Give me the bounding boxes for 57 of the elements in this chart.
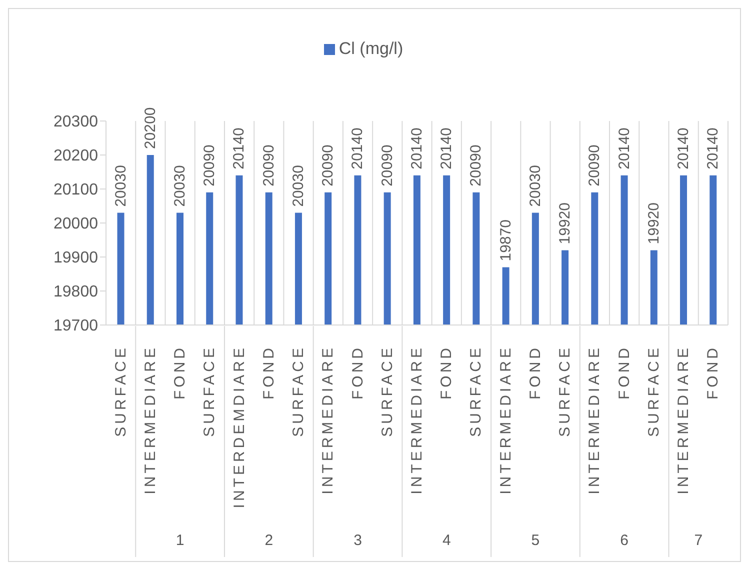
x-tick-label: FOND: [172, 345, 189, 400]
y-tick-label: 19800: [54, 284, 98, 301]
text: 2: [264, 532, 274, 549]
text: 7: [694, 532, 703, 549]
data-label: 20140: [349, 128, 366, 170]
text: 3: [354, 532, 362, 549]
x-tick-label: FOND: [704, 345, 722, 400]
data-label: 20030: [171, 165, 188, 207]
y-tick-label: 20000: [54, 216, 98, 233]
y-tick-label: 20100: [54, 182, 98, 199]
x-tick-label: SURFACE: [378, 345, 396, 437]
x-tick-label: INTERMEDIARE: [586, 345, 604, 494]
data-label: 20140: [616, 128, 633, 170]
x-tick-label: SURFACE: [112, 345, 130, 437]
x-tick-label: SURFACE: [201, 345, 218, 437]
data-label: 20030: [526, 165, 544, 207]
x-tick-label: SURFACE: [645, 345, 662, 437]
x-tick-label: INTERMEDIARE: [497, 345, 514, 494]
data-label: 20140: [704, 128, 722, 170]
x-tick-label: INTERMEDIARE: [675, 345, 692, 494]
x-tick-label: FOND: [349, 345, 366, 400]
x-tick-label: SURFACE: [290, 345, 308, 437]
data-label: 20090: [320, 144, 337, 186]
data-label: 20140: [438, 128, 456, 170]
y-tick-label: 20300: [54, 114, 98, 131]
data-label: 20030: [290, 165, 307, 207]
data-label: 20090: [201, 144, 218, 186]
x-tick-label: INTERMEDIARE: [408, 345, 426, 494]
x-tick-label: SURFACE: [556, 345, 574, 437]
y-tick-label: 19900: [54, 250, 98, 267]
x-tick-label: INTERMEDIARE: [320, 345, 337, 494]
data-label: 20200: [142, 107, 159, 149]
data-label: 20090: [468, 144, 485, 186]
data-label: 20140: [230, 128, 248, 170]
text: 5: [531, 532, 540, 549]
data-label: 20140: [675, 128, 692, 170]
data-label: 20090: [260, 144, 278, 186]
text: 1: [176, 532, 184, 549]
legend-label: Cl (mg/l): [338, 39, 404, 58]
x-tick-label: INTERDEMDIARE: [230, 345, 248, 508]
data-label: 19920: [645, 202, 662, 244]
x-tick-label: FOND: [260, 345, 278, 400]
y-tick-label: 20200: [54, 148, 98, 165]
x-tick-label: FOND: [526, 345, 544, 400]
data-label: 20140: [408, 128, 426, 170]
x-tick-label: INTERMEDIARE: [142, 345, 159, 494]
text: 4: [442, 532, 451, 549]
x-tick-label: SURFACE: [468, 345, 485, 437]
data-label: 20090: [378, 144, 396, 186]
data-label: 19920: [556, 202, 574, 244]
data-label: 19870: [497, 219, 514, 262]
x-tick-label: FOND: [616, 345, 633, 400]
x-tick-label: FOND: [438, 345, 456, 400]
data-label: 20090: [586, 144, 604, 186]
data-label: 20030: [112, 165, 130, 207]
y-tick-label: 19700: [54, 318, 98, 335]
text: 6: [620, 532, 629, 549]
